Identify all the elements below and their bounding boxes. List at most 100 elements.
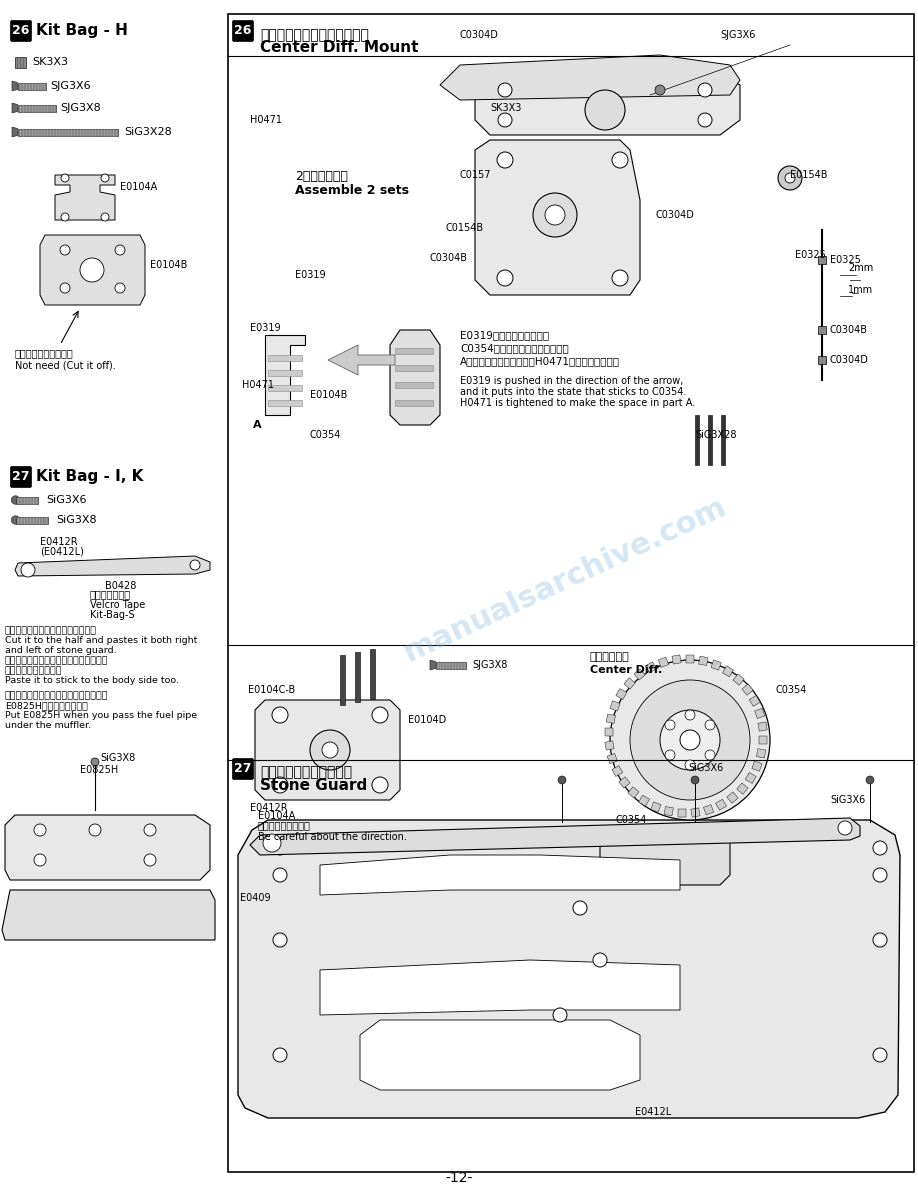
Text: Center Diff.: Center Diff. <box>590 665 662 675</box>
Polygon shape <box>320 855 680 895</box>
Text: E0412L: E0412L <box>635 1107 671 1117</box>
Text: 不要（切り取ります）: 不要（切り取ります） <box>15 348 73 358</box>
FancyBboxPatch shape <box>232 758 253 779</box>
Text: SiG3X6: SiG3X6 <box>46 495 86 505</box>
Polygon shape <box>390 330 440 425</box>
Text: SJG3X6: SJG3X6 <box>720 30 756 40</box>
Bar <box>16 517 48 524</box>
Bar <box>759 737 767 744</box>
Text: マフラー下に燃料チューブを通す場合、: マフラー下に燃料チューブを通す場合、 <box>5 691 108 700</box>
Text: 2個組立てます: 2個組立てます <box>295 170 348 183</box>
Circle shape <box>778 166 802 190</box>
Text: E0104A: E0104A <box>120 182 157 192</box>
Bar <box>15 57 26 68</box>
Bar <box>16 497 38 504</box>
Bar <box>395 383 433 388</box>
Polygon shape <box>475 75 740 135</box>
Text: and left of stone guard.: and left of stone guard. <box>5 646 117 655</box>
Polygon shape <box>328 345 395 375</box>
Bar <box>715 800 726 810</box>
Circle shape <box>497 152 513 168</box>
Polygon shape <box>2 890 215 940</box>
Bar <box>711 659 722 670</box>
Circle shape <box>80 258 104 282</box>
Circle shape <box>498 113 512 127</box>
Circle shape <box>372 707 388 723</box>
Text: SiG3X6: SiG3X6 <box>830 795 866 805</box>
Circle shape <box>866 776 874 784</box>
Polygon shape <box>265 335 305 415</box>
Bar <box>691 808 700 817</box>
Text: SiG3X28: SiG3X28 <box>124 127 172 137</box>
Text: E0325: E0325 <box>795 249 826 260</box>
Bar <box>708 415 712 465</box>
Text: E0412R: E0412R <box>250 803 287 813</box>
Text: Kit Bag - I, K: Kit Bag - I, K <box>36 469 143 485</box>
Circle shape <box>11 495 19 504</box>
Text: SK3X3: SK3X3 <box>32 57 68 67</box>
Text: 26: 26 <box>234 25 252 38</box>
Circle shape <box>115 283 125 293</box>
Text: E0319 is pushed in the direction of the arrow,: E0319 is pushed in the direction of the … <box>460 375 683 386</box>
Circle shape <box>685 760 695 770</box>
Circle shape <box>873 841 887 855</box>
Bar <box>634 669 645 680</box>
Text: Velcro Tape: Velcro Tape <box>90 600 145 609</box>
Circle shape <box>372 777 388 794</box>
Circle shape <box>273 841 287 855</box>
Polygon shape <box>360 1020 640 1091</box>
Text: 半分にカットして左右に貼ります。: 半分にカットして左右に貼ります。 <box>5 626 97 636</box>
Circle shape <box>61 213 69 221</box>
Text: -12-: -12- <box>445 1171 473 1184</box>
Circle shape <box>612 152 628 168</box>
Text: SJG3X8: SJG3X8 <box>60 103 101 113</box>
Text: A: A <box>253 421 262 430</box>
Circle shape <box>553 1007 567 1022</box>
Circle shape <box>144 854 156 866</box>
Bar <box>268 385 302 391</box>
Polygon shape <box>320 960 680 1015</box>
Circle shape <box>34 854 46 866</box>
Circle shape <box>60 283 70 293</box>
Text: Paste it to stick to the body side too.: Paste it to stick to the body side too. <box>5 676 179 685</box>
Circle shape <box>190 560 200 570</box>
Bar <box>749 695 760 707</box>
Circle shape <box>685 710 695 720</box>
Circle shape <box>873 1048 887 1062</box>
Bar <box>268 400 302 406</box>
Text: A部に隙間が出来るようにH0471を締め込みます。: A部に隙間が出来るようにH0471を締め込みます。 <box>460 356 620 366</box>
Bar <box>17 128 118 135</box>
Bar <box>395 348 433 354</box>
Bar <box>395 400 433 406</box>
Text: E0325: E0325 <box>830 255 861 265</box>
Circle shape <box>630 680 750 800</box>
Polygon shape <box>238 820 900 1118</box>
Text: 27: 27 <box>12 470 29 484</box>
Polygon shape <box>40 235 145 305</box>
Bar <box>17 82 46 89</box>
Circle shape <box>593 953 607 967</box>
Text: E0319を矢印方向に押し、: E0319を矢印方向に押し、 <box>460 330 549 340</box>
Circle shape <box>322 742 338 758</box>
Text: C0354: C0354 <box>310 430 341 440</box>
Text: C0304D: C0304D <box>655 210 694 220</box>
Bar <box>651 802 661 813</box>
Text: Not need (Cut it off).: Not need (Cut it off). <box>15 360 116 369</box>
Circle shape <box>660 710 720 770</box>
Text: E0154B: E0154B <box>790 170 827 181</box>
Text: Stone Guard: Stone Guard <box>260 778 367 794</box>
Circle shape <box>89 824 101 836</box>
Circle shape <box>705 750 715 760</box>
Text: H0471 is tightened to make the space in part A.: H0471 is tightened to make the space in … <box>460 398 695 407</box>
Bar <box>355 652 360 702</box>
Circle shape <box>680 729 700 750</box>
Bar <box>624 678 635 689</box>
Text: E0104D: E0104D <box>408 715 446 725</box>
Text: C0154B: C0154B <box>445 223 483 233</box>
Bar <box>664 807 673 816</box>
Polygon shape <box>440 55 740 100</box>
Bar <box>727 792 738 803</box>
Bar <box>818 356 826 364</box>
Text: under the muffler.: under the muffler. <box>5 721 91 729</box>
Circle shape <box>144 824 156 836</box>
